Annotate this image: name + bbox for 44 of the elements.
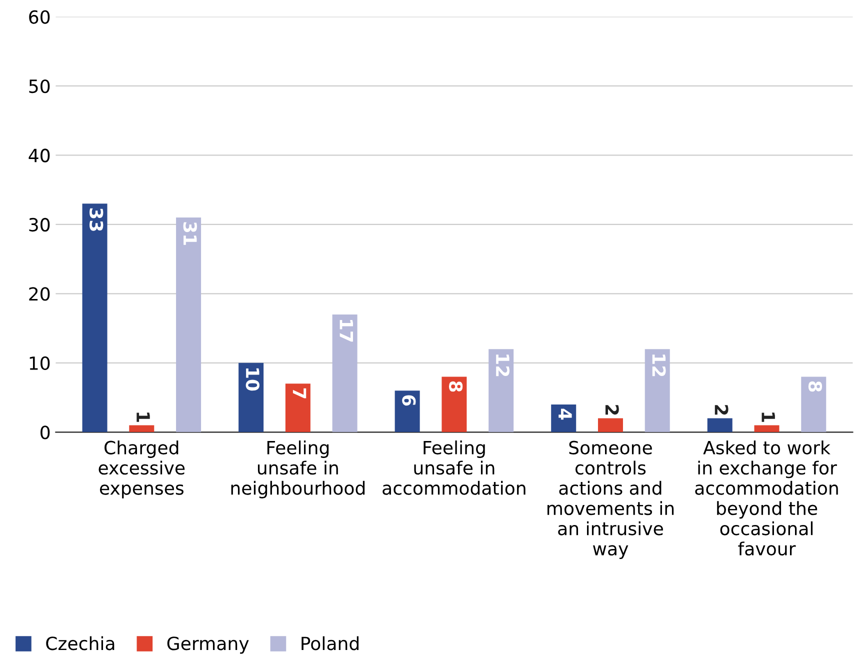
bar — [754, 425, 780, 432]
y-tick-label: 10 — [30, 356, 50, 370]
data-label: 12 — [652, 354, 666, 376]
data-label: 2 — [606, 405, 619, 415]
y-tick-label: 50 — [29, 79, 50, 94]
data-label: 33 — [90, 208, 104, 231]
bar — [82, 204, 108, 432]
data-label: 4 — [558, 408, 572, 420]
bar — [442, 376, 467, 432]
bar — [332, 314, 358, 432]
bar — [598, 418, 623, 432]
data-label: 1 — [136, 412, 150, 422]
bar — [394, 390, 420, 432]
data-label: 17 — [340, 320, 353, 342]
bar — [644, 349, 670, 432]
bar — [801, 376, 826, 432]
data-label: 8 — [808, 381, 822, 392]
y-tick-label: 20 — [29, 287, 50, 301]
bar — [129, 425, 154, 432]
x-tick-label: Feeling unsafe in accommodation — [382, 440, 526, 495]
x-tick-label: Someone controls actions and movements in an intrusive way — [548, 440, 674, 560]
bar — [488, 349, 514, 432]
bar — [285, 384, 310, 432]
bar — [707, 418, 732, 432]
legend-label: Poland — [302, 636, 359, 650]
data-label: 12 — [496, 354, 510, 376]
data-label: 6 — [402, 395, 416, 406]
x-tick-label: Charged excessive expenses — [98, 440, 185, 498]
bar — [176, 218, 202, 432]
data-label: 7 — [292, 388, 306, 398]
y-tick-label: 0 — [40, 426, 50, 440]
data-label: 10 — [246, 368, 260, 391]
y-tick-label: 30 — [29, 218, 50, 232]
data-label: 31 — [183, 222, 197, 245]
y-tick-label: 40 — [28, 148, 50, 162]
data-label: 1 — [762, 412, 775, 422]
legend-label: Czechia — [46, 636, 114, 650]
legend-label: Germany — [167, 636, 249, 654]
y-tick-label: 60 — [29, 10, 50, 24]
data-label: 8 — [448, 381, 463, 392]
x-tick-label: Feeling unsafe in neighbourhood — [231, 440, 365, 498]
x-tick-label: Asked to work in exchange for accommodation beyond the occasional favour — [695, 440, 838, 556]
data-label: 2 — [714, 405, 728, 415]
bar — [238, 362, 264, 432]
